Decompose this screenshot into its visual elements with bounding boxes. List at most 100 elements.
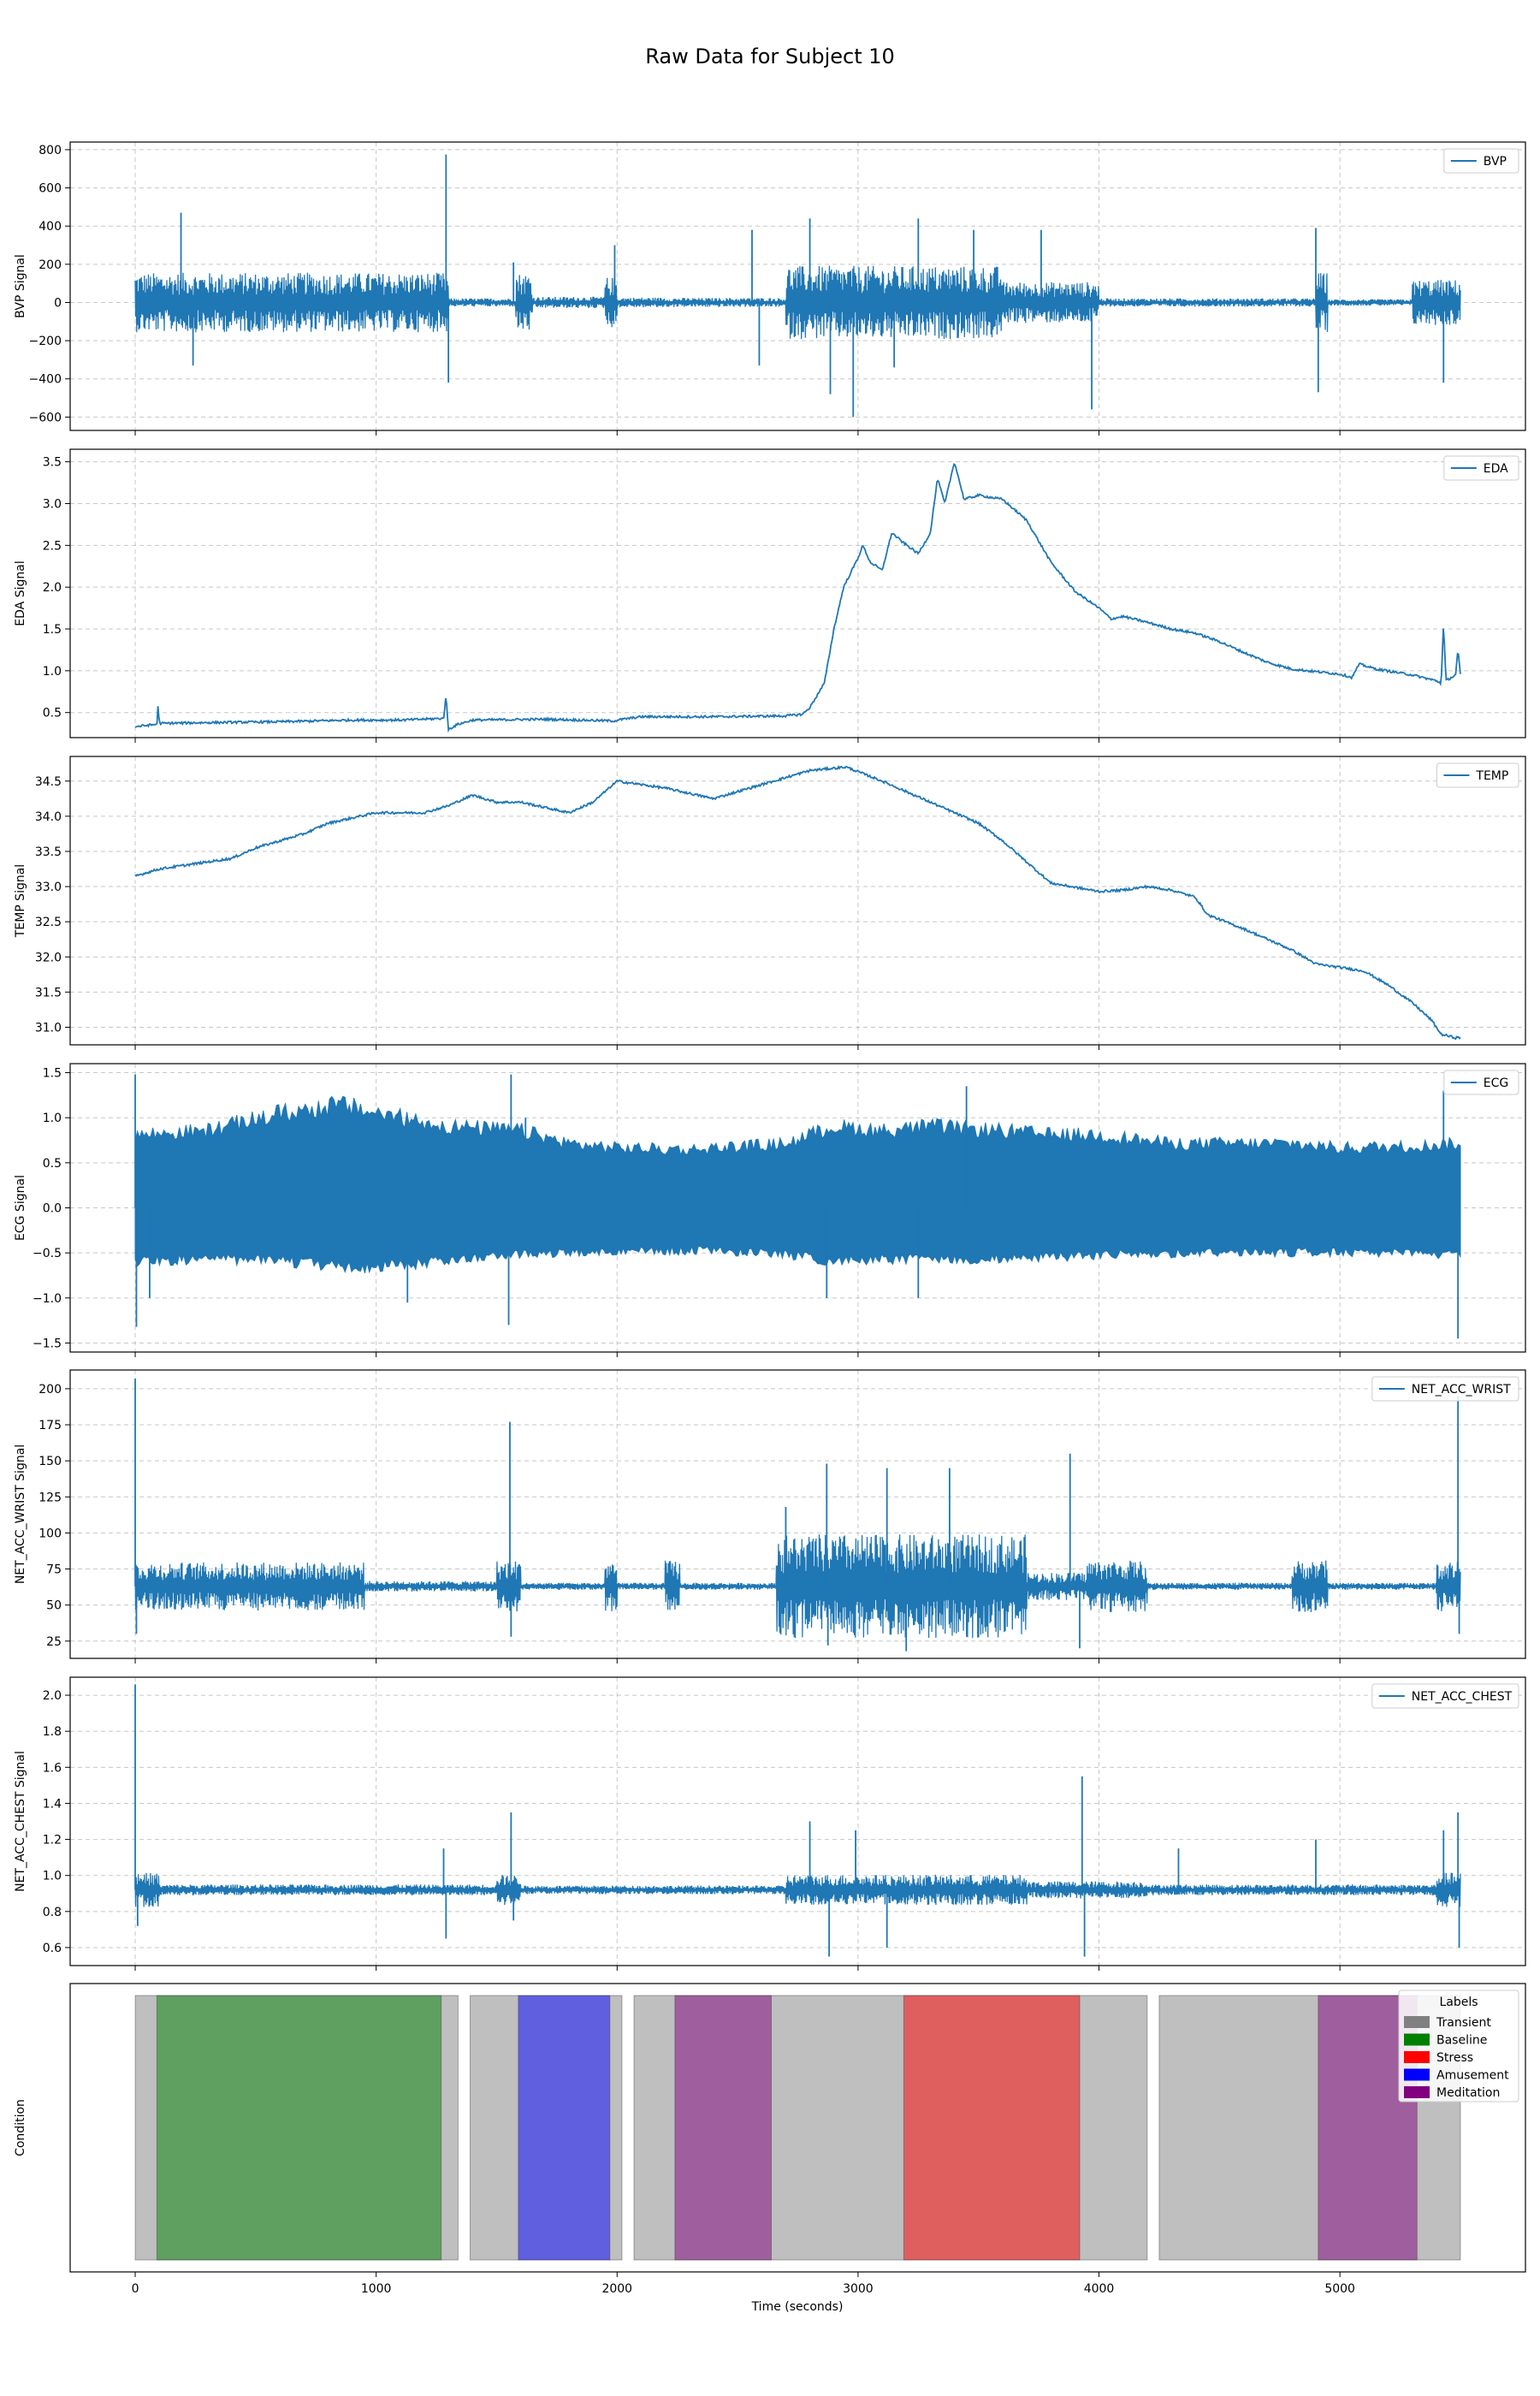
y-tick-label: 0.8: [43, 1906, 62, 1919]
series-line: [134, 1534, 1461, 1639]
condition-block-meditation: [674, 1995, 773, 2261]
series-ecg: [134, 1074, 1461, 1339]
series-eda: [134, 463, 1461, 733]
condition-block-amusement: [518, 1995, 611, 2261]
y-tick-label: 33.5: [35, 845, 62, 859]
y-tick-label: 600: [38, 182, 62, 196]
axes-frame: [69, 1369, 1526, 1659]
y-tick-label: 50: [46, 1599, 62, 1613]
x-tick-label: 0: [132, 2282, 139, 2296]
y-tick-label: 0.5: [43, 707, 62, 721]
y-tick-label: 32.0: [35, 951, 62, 964]
legend-swatch: [1404, 2086, 1430, 2098]
x-tick-label: 4000: [1084, 2282, 1115, 2296]
legend-box: [1436, 762, 1519, 788]
legend-label: Amusement: [1436, 2069, 1509, 2083]
legend-label: Baseline: [1436, 2034, 1487, 2048]
y-tick-label: 3.5: [43, 456, 62, 470]
y-tick-label: 1.8: [43, 1725, 62, 1739]
legend-label: BVP: [1484, 155, 1507, 169]
y-tick-label: 2.0: [43, 581, 62, 595]
y-tick-label: −200: [29, 335, 62, 348]
series-bvp: [134, 154, 1461, 418]
legend-swatch: [1404, 2068, 1430, 2081]
y-tick-label: 175: [38, 1419, 62, 1432]
series-line: [134, 1872, 1461, 1907]
y-tick-label: −1.0: [33, 1292, 62, 1306]
legend-box: [1443, 1070, 1519, 1095]
y-axis-label: EDA Signal: [14, 560, 27, 626]
y-tick-label: 1.0: [43, 1870, 62, 1883]
panel-eda: 0.5 1.0 1.5 2.0 2.5 3.0 3.5 EDA EDA Signal: [14, 448, 1526, 743]
legend-box: [1371, 1683, 1519, 1709]
y-tick-label: 1.0: [43, 1112, 62, 1125]
axes-frame: [69, 756, 1526, 1046]
legend: BVP: [1443, 148, 1519, 174]
legend-swatch: [1404, 2051, 1430, 2063]
axes-frame: [69, 448, 1526, 738]
y-tick-label: 1.2: [43, 1834, 62, 1847]
y-tick-label: 400: [38, 220, 62, 234]
x-tick-label: 5000: [1324, 2282, 1355, 2296]
legend-box: [1443, 148, 1519, 174]
y-tick-label: 34.0: [35, 810, 62, 824]
y-tick-label: 32.5: [35, 916, 62, 929]
series-line: [134, 463, 1461, 733]
series-line: [134, 764, 1461, 1041]
legend-label: Stress: [1436, 2051, 1473, 2065]
x-axis-label: Time (seconds): [751, 2300, 844, 2314]
legend: NET_ACC_CHEST: [1371, 1683, 1519, 1709]
y-tick-label: 1.4: [43, 1797, 62, 1811]
axes-frame: [69, 1063, 1526, 1353]
legend-label: EDA: [1484, 462, 1508, 476]
grid-lines: [70, 1677, 1525, 1966]
y-axis-label: NET_ACC_WRIST Signal: [14, 1444, 27, 1584]
y-tick-label: 0.0: [43, 1202, 62, 1216]
panel-temp: 31.0 31.5 32.0 32.5 33.0 33.5 34.0 34.5 TEMP TEMP…: [14, 756, 1526, 1050]
y-tick-label: 1.5: [43, 623, 62, 637]
y-tick-label: −1.5: [33, 1337, 62, 1350]
grid-lines: [70, 449, 1525, 738]
legend: NET_ACC_WRIST: [1371, 1376, 1519, 1402]
legend-box: [1371, 1376, 1519, 1402]
legend-swatch: [1404, 2033, 1430, 2046]
condition-legend: Labels Transient Baseline Stress Amusement Me…: [1398, 1990, 1519, 2102]
series-net-acc-wrist: [134, 1379, 1461, 1652]
grid-lines: [70, 756, 1525, 1045]
panel-bvp: −600 −400 −200 0 200 400 600 800 BVP BVP Signal: [14, 141, 1526, 436]
y-axis-label: TEMP Signal: [14, 864, 27, 938]
grid-lines: [70, 1370, 1525, 1658]
legend: TEMP: [1436, 762, 1519, 788]
panel-condition: 0 1000 2000 3000 4000 5000 Condition Labels Tran…: [14, 1983, 1526, 2296]
legend-label: NET_ACC_WRIST: [1412, 1383, 1511, 1397]
y-tick-label: 100: [38, 1527, 62, 1540]
legend-title: Labels: [1439, 1996, 1478, 2009]
axes-frame: [69, 1676, 1526, 1966]
y-tick-label: 125: [38, 1491, 62, 1504]
y-tick-label: 25: [46, 1635, 62, 1649]
y-tick-label: 75: [46, 1563, 62, 1577]
panel-net-acc-wrist: 25 50 75 100 125 150 175 200 NET_ACC_WRIST NET_AC…: [14, 1369, 1526, 1664]
y-tick-label: 34.5: [35, 775, 62, 789]
condition-block-stress: [903, 1995, 1081, 2261]
y-tick-label: 2.5: [43, 539, 62, 553]
panels: −600 −400 −200 0 200 400 600 800 BVP BVP Signal 0.…: [14, 141, 1526, 2296]
y-axis-label: BVP Signal: [14, 254, 27, 318]
condition-block-baseline: [156, 1995, 442, 2261]
legend: ECG: [1443, 1070, 1519, 1095]
legend-label: ECG: [1484, 1076, 1508, 1090]
legend-box: [1443, 455, 1519, 481]
y-tick-label: −600: [29, 411, 62, 424]
axes-frame: [69, 1983, 1526, 2273]
y-tick-label: 200: [38, 1383, 62, 1397]
y-tick-label: 0.6: [43, 1942, 62, 1955]
legend-swatch: [1404, 2016, 1430, 2028]
y-tick-label: 2.0: [43, 1689, 62, 1703]
legend-label: Transient: [1436, 2016, 1491, 2030]
y-axis-label: Condition: [14, 2099, 27, 2156]
y-tick-label: −400: [29, 373, 62, 387]
legend-label: NET_ACC_CHEST: [1412, 1690, 1513, 1704]
y-tick-label: 0.5: [43, 1157, 62, 1171]
y-tick-label: 1.5: [43, 1067, 62, 1081]
